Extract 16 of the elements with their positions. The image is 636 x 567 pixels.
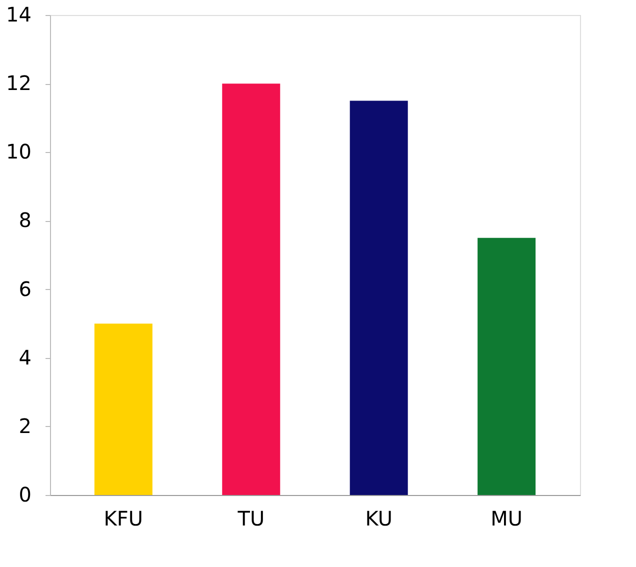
y-tick-label: 10 [6,140,32,164]
x-tick-label: TU [236,506,265,530]
y-tick-label: 6 [18,276,32,301]
bar [222,84,280,495]
bar [94,324,152,495]
y-tick-label: 14 [6,2,32,26]
y-tick-label: 8 [18,208,32,232]
y-tick-label: 12 [6,71,32,96]
bar [478,238,536,495]
y-tick-label: 0 [18,482,32,506]
bar [350,100,408,495]
y-tick-label: 2 [18,414,32,438]
x-tick-label: KU [365,506,392,530]
y-tick-label: 4 [18,345,32,370]
x-tick-label: MU [490,506,523,530]
x-tick-label: KFU [104,506,144,530]
